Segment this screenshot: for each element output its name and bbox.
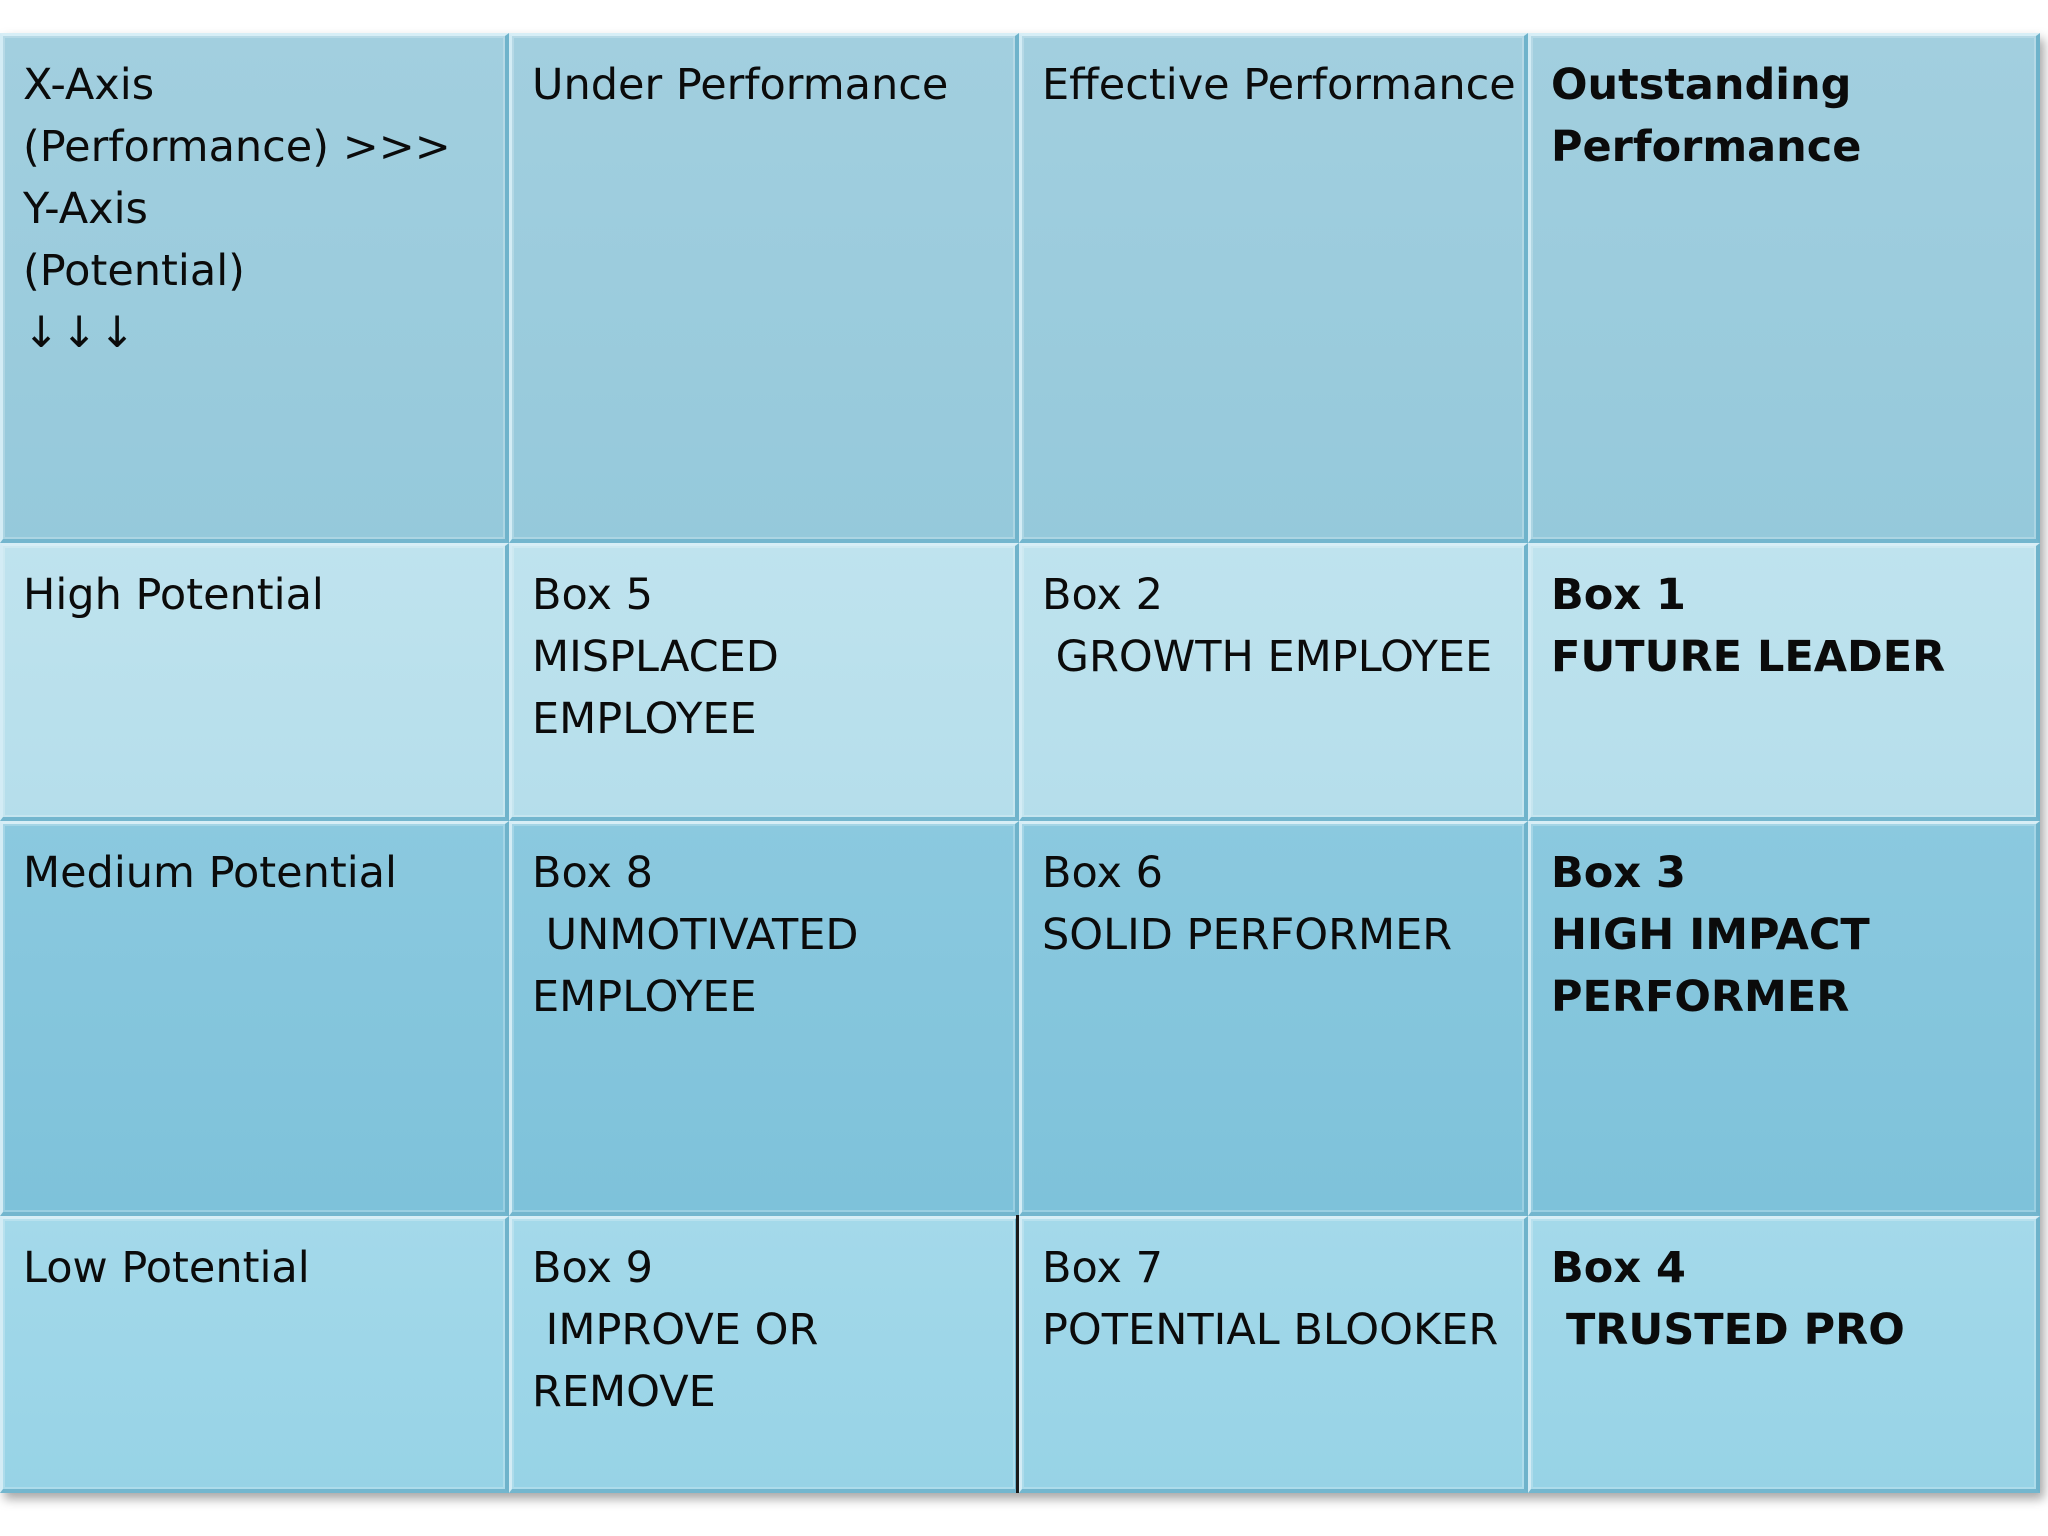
- corner-cell: X-Axis (Performance) >>> Y-Axis (Potenti…: [0, 33, 509, 543]
- box-title-line1: UNMOTIVATED: [532, 910, 859, 960]
- header-label: Effective Performance: [1042, 60, 1516, 110]
- row-high-potential: High Potential: [0, 543, 509, 821]
- header-label-line1: Outstanding: [1551, 60, 1852, 110]
- header-effective-performance: Effective Performance: [1019, 33, 1528, 543]
- box-title-line2: EMPLOYEE: [532, 694, 757, 744]
- row-label: High Potential: [23, 570, 324, 620]
- box-6: Box 6 SOLID PERFORMER: [1019, 821, 1528, 1216]
- box-title-line1: HIGH IMPACT: [1551, 910, 1870, 960]
- box-8: Box 8 UNMOTIVATED EMPLOYEE: [509, 821, 1019, 1216]
- box-number: Box 8: [532, 848, 653, 898]
- box-2: Box 2 GROWTH EMPLOYEE: [1019, 543, 1528, 821]
- row-label: Low Potential: [23, 1243, 310, 1293]
- box-title-line2: EMPLOYEE: [532, 972, 757, 1022]
- box-title-line1: TRUSTED PRO: [1551, 1305, 1905, 1355]
- box-number: Box 2: [1042, 570, 1163, 620]
- box-title-line1: IMPROVE OR: [532, 1305, 819, 1355]
- down-arrows-icon: ↓↓↓: [23, 308, 138, 358]
- box-number: Box 3: [1551, 848, 1686, 898]
- box-title-line2: REMOVE: [532, 1367, 716, 1417]
- box-title-line1: SOLID PERFORMER: [1042, 910, 1453, 960]
- box-title-line1: GROWTH EMPLOYEE: [1042, 632, 1493, 682]
- header-label-line2: Performance: [1551, 122, 1862, 172]
- x-axis-label: X-Axis: [23, 60, 155, 110]
- box-number: Box 6: [1042, 848, 1163, 898]
- y-axis-label: Y-Axis: [23, 184, 148, 234]
- box-5: Box 5 MISPLACED EMPLOYEE: [509, 543, 1019, 821]
- x-axis-sub: (Performance) >>>: [23, 122, 451, 172]
- box-title-line1: FUTURE LEADER: [1551, 632, 1946, 682]
- box-number: Box 1: [1551, 570, 1686, 620]
- box-9: Box 9 IMPROVE OR REMOVE: [509, 1216, 1019, 1493]
- box-number: Box 9: [532, 1243, 653, 1293]
- box-title-line1: MISPLACED: [532, 632, 779, 682]
- y-axis-sub: (Potential): [23, 246, 245, 296]
- box-4: Box 4 TRUSTED PRO: [1528, 1216, 2040, 1493]
- box-1: Box 1 FUTURE LEADER: [1528, 543, 2040, 821]
- row-label: Medium Potential: [23, 848, 397, 898]
- box-number: Box 5: [532, 570, 653, 620]
- box-7: Box 7 POTENTIAL BLOOKER: [1019, 1216, 1528, 1493]
- box-number: Box 7: [1042, 1243, 1163, 1293]
- box-title-line1: POTENTIAL BLOOKER: [1042, 1305, 1499, 1355]
- row-low-potential: Low Potential: [0, 1216, 509, 1493]
- header-outstanding-performance: Outstanding Performance: [1528, 33, 2040, 543]
- cell-divider-line: [1016, 1215, 1019, 1493]
- box-3: Box 3 HIGH IMPACT PERFORMER: [1528, 821, 2040, 1216]
- row-medium-potential: Medium Potential: [0, 821, 509, 1216]
- box-number: Box 4: [1551, 1243, 1686, 1293]
- header-under-performance: Under Performance: [509, 33, 1019, 543]
- nine-box-grid: X-Axis (Performance) >>> Y-Axis (Potenti…: [0, 33, 2040, 1493]
- box-title-line2: PERFORMER: [1551, 972, 1850, 1022]
- header-label: Under Performance: [532, 60, 949, 110]
